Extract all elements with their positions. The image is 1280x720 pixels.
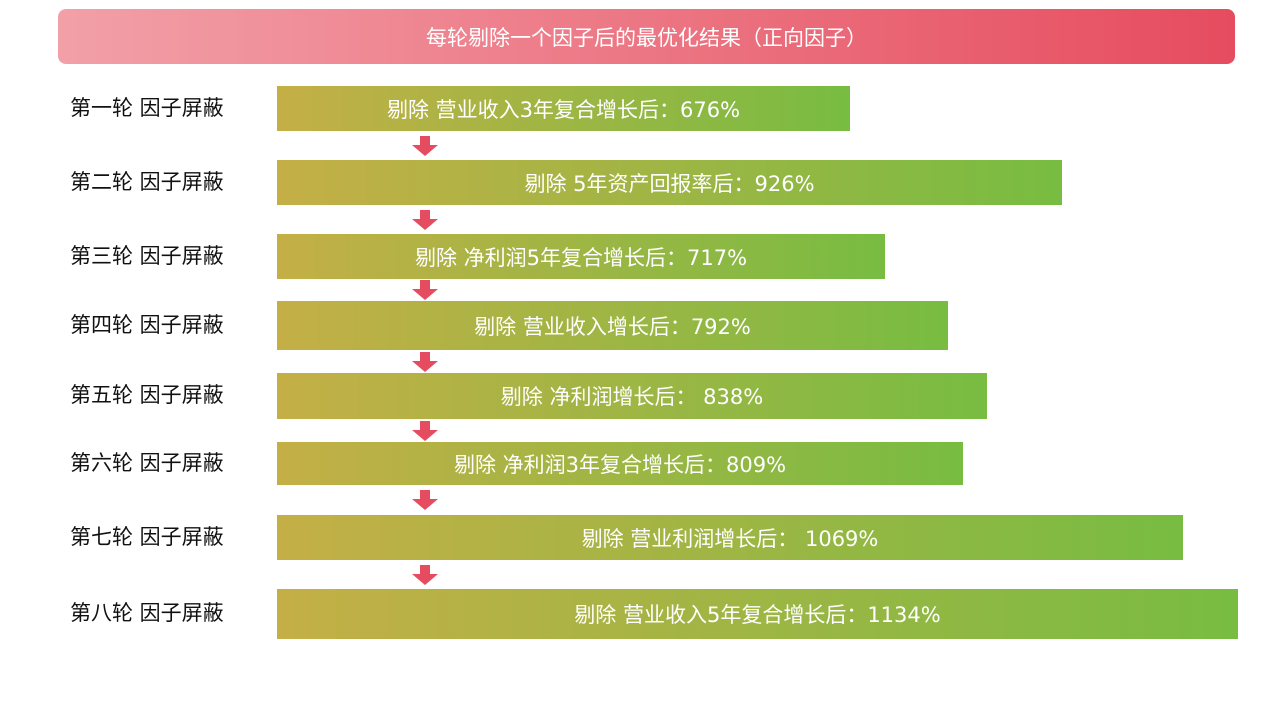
round-label: 第六轮 因子屏蔽 (70, 450, 224, 475)
down-arrow-icon (412, 564, 438, 585)
result-bar: 剔除 5年资产回报率后：926% (277, 160, 1062, 205)
bar-data-label: 剔除 净利润增长后： 838% (500, 385, 764, 409)
result-bar: 剔除 净利润增长后： 838% (277, 373, 987, 419)
bar-data-label: 剔除 营业利润增长后： 1069% (581, 526, 879, 551)
bar-data-label: 剔除 净利润3年复合增长后：809% (453, 452, 787, 477)
chart-title: 每轮剔除一个因子后的最优化结果（正向因子） (426, 25, 867, 50)
down-arrow-icon (412, 420, 438, 441)
round-label: 第八轮 因子屏蔽 (70, 601, 224, 625)
result-bar: 剔除 营业收入5年复合增长后：1134% (277, 589, 1238, 639)
round-label: 第五轮 因子屏蔽 (70, 383, 224, 407)
down-arrow-icon (412, 135, 438, 156)
round-label: 第三轮 因子屏蔽 (70, 243, 224, 268)
down-arrow-icon (412, 490, 438, 510)
chart-title-banner: 每轮剔除一个因子后的最优化结果（正向因子） (58, 9, 1235, 64)
round-label: 第七轮 因子屏蔽 (70, 524, 224, 549)
bar-data-label: 剔除 营业收入增长后：792% (474, 314, 751, 339)
result-bar: 剔除 营业收入3年复合增长后：676% (277, 86, 850, 131)
round-label: 第四轮 因子屏蔽 (70, 312, 224, 337)
round-label: 第二轮 因子屏蔽 (70, 169, 224, 194)
bar-data-label: 剔除 5年资产回报率后：926% (524, 171, 815, 196)
result-bar: 剔除 营业收入增长后：792% (277, 301, 948, 350)
down-arrow-icon (412, 209, 438, 230)
round-label: 第一轮 因子屏蔽 (70, 95, 224, 120)
down-arrow-icon (412, 280, 438, 300)
down-arrow-icon (412, 351, 438, 372)
result-bar: 剔除 净利润5年复合增长后：717% (277, 234, 885, 279)
result-bar: 剔除 营业利润增长后： 1069% (277, 515, 1183, 560)
bar-data-label: 剔除 营业收入3年复合增长后：676% (386, 97, 741, 122)
bar-data-label: 剔除 营业收入5年复合增长后：1134% (574, 603, 941, 627)
bar-data-label: 剔除 净利润5年复合增长后：717% (414, 245, 748, 270)
result-bar: 剔除 净利润3年复合增长后：809% (277, 442, 963, 485)
